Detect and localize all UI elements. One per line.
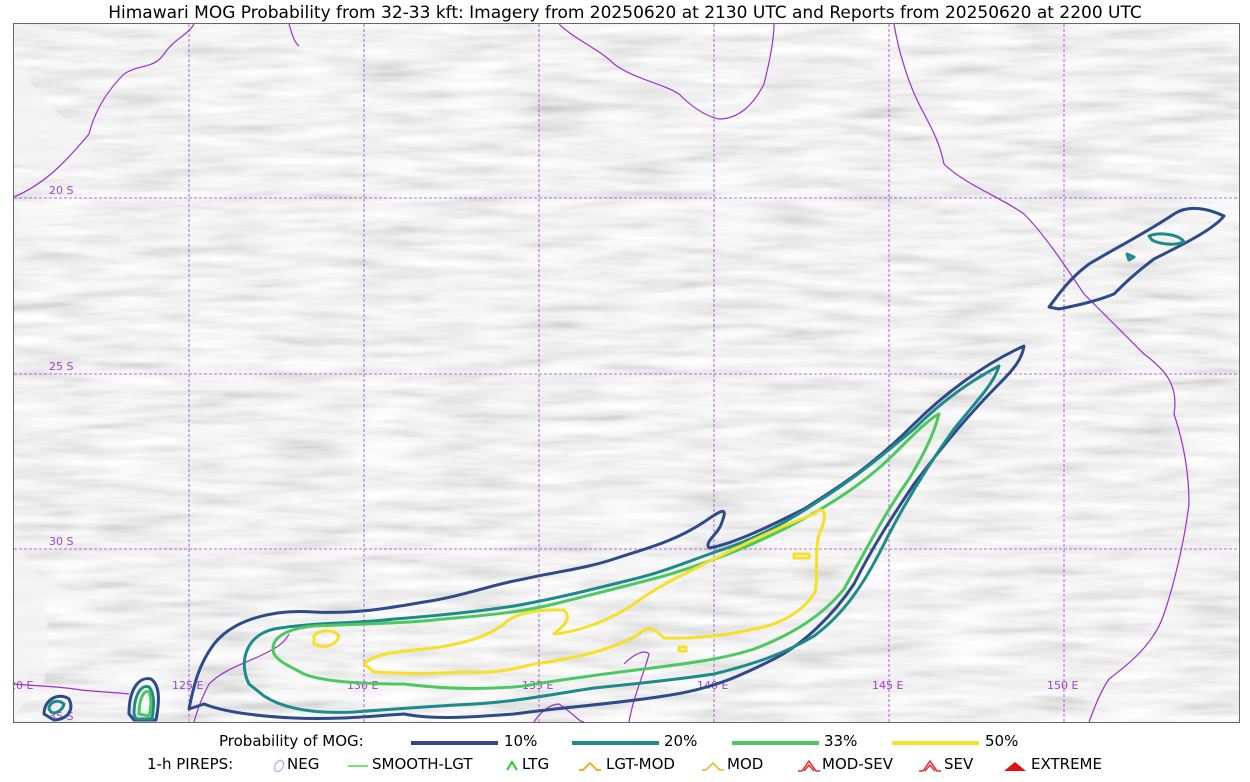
pirep-label-mod-sev: MOD-SEV bbox=[822, 755, 893, 773]
legend-label-20pct: 20% bbox=[664, 732, 698, 750]
pirep-label-mod: MOD bbox=[727, 755, 764, 773]
probability-legend-label: Probability of MOG: bbox=[219, 732, 364, 750]
contour-10pct bbox=[42, 206, 1226, 722]
mod-sev-icon bbox=[798, 759, 820, 772]
map-canvas: 20 S 25 S 30 S 35 S 120 E 125 E 130 E 13… bbox=[14, 24, 1239, 722]
extreme-icon bbox=[1004, 762, 1026, 771]
swatch-10pct bbox=[411, 741, 498, 745]
contour-20pct bbox=[47, 232, 1186, 721]
pireps-legend-label: 1-h PIREPS: bbox=[147, 755, 234, 773]
mod-icon bbox=[702, 761, 724, 771]
swatch-20pct bbox=[572, 741, 659, 745]
satellite-imagery bbox=[14, 24, 1239, 722]
pirep-label-sev: SEV bbox=[944, 755, 974, 773]
legend-label-33pct: 33% bbox=[824, 732, 858, 750]
smooth-lgt-icon bbox=[348, 765, 368, 767]
swatch-33pct bbox=[732, 741, 819, 745]
ltg-icon bbox=[506, 760, 518, 771]
contour-33pct bbox=[137, 412, 941, 718]
contour-50pct bbox=[312, 508, 826, 675]
sev-icon bbox=[919, 759, 941, 772]
pirep-label-lgt-mod: LGT-MOD bbox=[606, 755, 675, 773]
graticule bbox=[14, 24, 1239, 722]
swatch-50pct bbox=[892, 741, 979, 745]
pirep-label-smooth-lgt: SMOOTH-LGT bbox=[372, 755, 473, 773]
lon-label-150e: 150 E bbox=[1047, 679, 1078, 692]
lgt-mod-icon bbox=[579, 761, 601, 771]
lat-label-20s: 20 S bbox=[49, 184, 73, 197]
lat-label-30s: 30 S bbox=[49, 535, 73, 548]
satellite-map: 20 S 25 S 30 S 35 S 120 E 125 E 130 E 13… bbox=[13, 23, 1240, 723]
pirep-label-extreme: EXTREME bbox=[1031, 755, 1102, 773]
legend-label-50pct: 50% bbox=[985, 732, 1019, 750]
neg-icon bbox=[273, 759, 285, 773]
lon-label-125e: 125 E bbox=[172, 679, 203, 692]
lon-label-145e: 145 E bbox=[872, 679, 903, 692]
map-title: Himawari MOG Probability from 32-33 kft:… bbox=[108, 3, 1142, 23]
lat-label-25s: 25 S bbox=[49, 360, 73, 373]
pireps-legend: 1-h PIREPS: NEG SMOOTH-LGT LTG LGT-MOD M… bbox=[0, 755, 1250, 777]
probability-legend: Probability of MOG: 10% 20% 33% 50% bbox=[0, 732, 1250, 754]
pirep-label-ltg: LTG bbox=[522, 755, 550, 773]
pirep-label-neg: NEG bbox=[287, 755, 320, 773]
coastline bbox=[14, 24, 1190, 722]
lon-label-120e: 120 E bbox=[14, 679, 33, 692]
legend-label-10pct: 10% bbox=[504, 732, 538, 750]
